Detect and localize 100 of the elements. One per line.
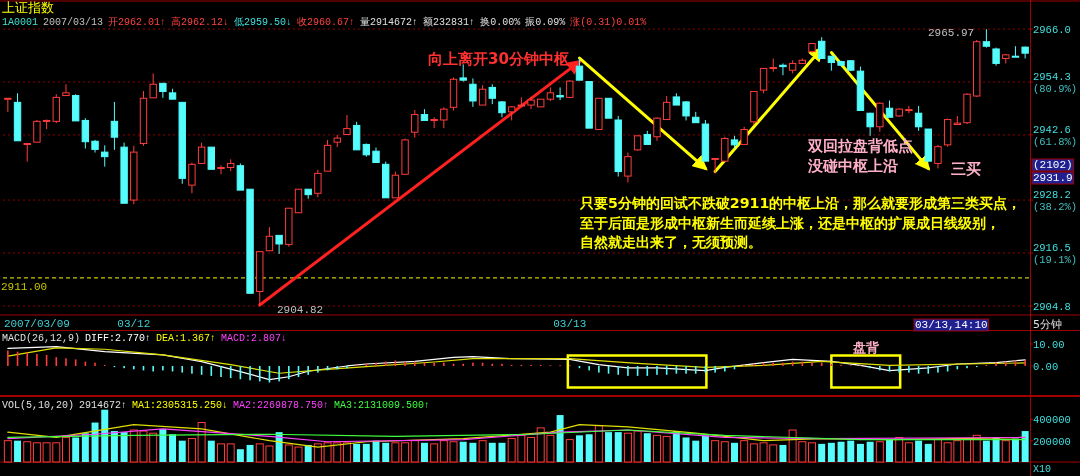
candlestick xyxy=(217,164,225,175)
y-tick-label: 2954.3 (80.9%) xyxy=(1033,70,1078,95)
bar xyxy=(101,409,109,462)
bar xyxy=(711,440,720,463)
bar xyxy=(353,443,361,462)
ref-line-label: 2911.00 xyxy=(1,280,48,293)
bar xyxy=(362,443,370,462)
x-tick-label: 03/12 xyxy=(117,318,151,330)
annotation: 盘背 xyxy=(852,340,880,355)
text: 2931.9 xyxy=(1033,172,1073,184)
chart-title: MACD(26,12,9) xyxy=(2,333,81,344)
bar xyxy=(120,432,128,462)
y-tick-label: 2942.6 (61.8%) xyxy=(1033,123,1078,148)
annotation: 换0.00% xyxy=(480,16,521,28)
candlestick xyxy=(721,136,729,162)
candlestick xyxy=(265,226,274,252)
annotation: 1A0001 xyxy=(2,17,39,28)
bar xyxy=(527,436,536,463)
bar xyxy=(847,440,855,462)
bar xyxy=(488,442,496,462)
candlestick xyxy=(818,36,826,59)
bar xyxy=(575,435,583,462)
candlestick xyxy=(188,162,196,194)
candlestick xyxy=(110,101,119,151)
bar xyxy=(614,432,622,462)
bar xyxy=(585,434,593,462)
bar xyxy=(226,443,235,463)
annotation: MACD:2.807↓ xyxy=(221,333,288,344)
bar xyxy=(1001,440,1010,463)
bar xyxy=(478,440,487,463)
bar xyxy=(382,442,390,462)
candlestick xyxy=(23,143,31,163)
bar xyxy=(1011,438,1019,462)
bar xyxy=(246,444,254,462)
candlestick xyxy=(81,117,90,149)
annotation: 振0.09% xyxy=(525,16,566,28)
annotation: 三买 xyxy=(951,161,981,177)
bar xyxy=(110,431,118,462)
bar xyxy=(605,432,613,462)
bar xyxy=(924,443,932,462)
candlestick xyxy=(488,83,496,105)
bar xyxy=(420,442,428,462)
candlestick xyxy=(982,28,991,49)
annotation: 至于后面是形成中枢新生而延续上涨，还是中枢的扩展成日线级别， xyxy=(579,215,1000,231)
bar xyxy=(410,440,419,463)
candlestick xyxy=(52,93,60,124)
bar xyxy=(886,439,893,462)
candlestick xyxy=(934,144,942,169)
bar xyxy=(875,441,884,463)
chart-title: 上证指数 xyxy=(2,0,54,15)
bar xyxy=(827,442,835,462)
y-tick-label: 400000 xyxy=(1033,414,1071,427)
candlestick xyxy=(149,72,157,99)
bar xyxy=(904,442,913,463)
bar xyxy=(3,440,12,463)
bar xyxy=(342,442,351,463)
annotation: 额232831↑ xyxy=(423,16,476,28)
candlestick xyxy=(575,57,584,81)
annotation: DIFF:2.770↑ xyxy=(85,333,152,344)
bar xyxy=(1021,431,1029,462)
candlestick xyxy=(1011,45,1020,58)
annotation: 量2914672↑ xyxy=(360,17,419,28)
bar xyxy=(14,440,22,462)
bar xyxy=(178,440,186,462)
bar xyxy=(169,434,177,462)
candlestick xyxy=(430,116,438,129)
annotation: DEA:1.367↑ xyxy=(156,333,217,344)
candlestick xyxy=(478,84,487,106)
bar xyxy=(217,443,225,463)
bar xyxy=(430,443,439,463)
y-tick-label: 2904.8 xyxy=(1033,300,1071,313)
bar xyxy=(866,441,874,462)
text: X10 xyxy=(1033,464,1052,475)
x-tick-label: 2007/03/09 xyxy=(3,318,70,330)
bar xyxy=(653,434,661,463)
candlestick xyxy=(62,83,70,97)
candlestick xyxy=(440,106,448,129)
bar xyxy=(556,415,564,462)
candlestick xyxy=(914,105,923,132)
bar xyxy=(565,439,574,463)
bar xyxy=(459,441,467,462)
annotation: 只要5分钟的回试不跌破2911的中枢上沿，那么就要形成第三类买点， xyxy=(579,195,1022,211)
bar xyxy=(643,433,651,462)
annotation: MA3:2131009.500↑ xyxy=(334,400,431,411)
candlestick xyxy=(101,144,109,168)
annotation: 没碰中枢上沿 xyxy=(807,158,898,174)
bar xyxy=(779,444,787,462)
bar xyxy=(701,435,709,462)
bar xyxy=(720,441,729,463)
candlestick xyxy=(662,95,671,121)
bar xyxy=(808,442,816,463)
candlestick xyxy=(740,126,748,146)
candlestick xyxy=(653,116,661,142)
candlestick xyxy=(876,101,884,133)
candlestick xyxy=(469,77,477,108)
bar xyxy=(159,428,167,462)
bar xyxy=(682,437,690,462)
bar xyxy=(23,441,32,463)
bar xyxy=(692,440,700,462)
bar xyxy=(662,435,671,463)
